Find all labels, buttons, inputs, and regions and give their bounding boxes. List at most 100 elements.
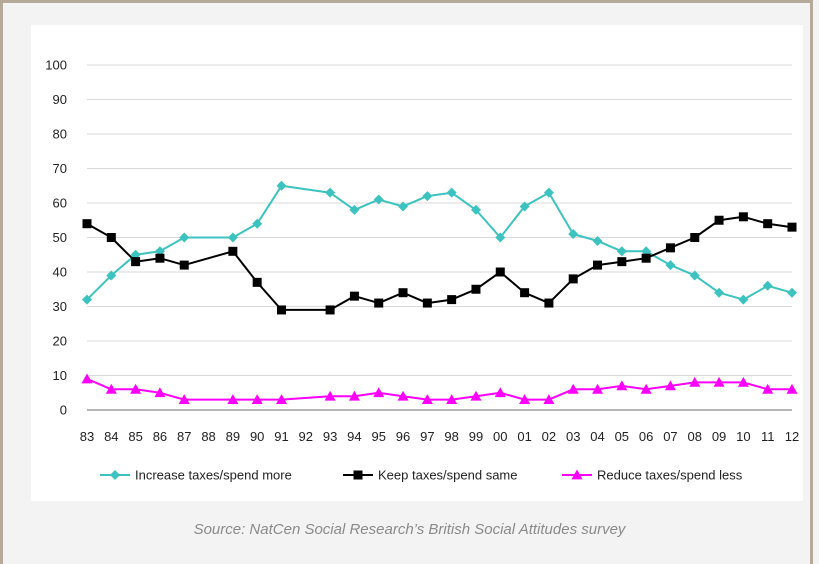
data-point: [762, 280, 773, 291]
data-point: [82, 294, 92, 305]
data-point: [251, 394, 263, 405]
x-tick-label: 04: [590, 429, 604, 444]
data-point: [178, 394, 190, 405]
data-point: [519, 201, 530, 212]
x-tick-label: 84: [104, 429, 118, 444]
data-point: [397, 390, 409, 401]
x-tick-label: 05: [615, 429, 629, 444]
data-point: [665, 260, 676, 271]
data-point: [544, 298, 554, 308]
series-2: [82, 212, 797, 315]
x-axis-ticks: 83 84 85 86 87 88 89 90 91 92 93 94 95 96 97 98 99 00 01 02…: [80, 429, 799, 444]
data-point: [690, 233, 700, 242]
data-point: [106, 270, 117, 281]
y-tick-label: 40: [53, 265, 67, 280]
data-point: [568, 229, 579, 240]
series-layer: [81, 180, 798, 405]
data-point: [665, 243, 675, 253]
data-point: [374, 298, 384, 308]
legend-item-1: Increase taxes/spend more: [100, 468, 292, 483]
data-point: [543, 187, 554, 198]
legend-marker: [571, 469, 583, 480]
legend-item-2: Keep taxes/spend same: [343, 468, 517, 483]
data-point: [82, 219, 92, 229]
x-tick-label: 96: [396, 429, 410, 444]
x-tick-label: 02: [542, 429, 556, 444]
x-tick-label: 92: [299, 429, 313, 444]
data-point: [447, 295, 457, 305]
x-tick-label: 12: [785, 429, 799, 444]
data-point: [179, 232, 190, 243]
x-tick-label: 06: [639, 429, 653, 444]
data-point: [421, 394, 433, 405]
data-point: [786, 383, 798, 394]
x-tick-label: 07: [663, 429, 677, 444]
data-point: [689, 376, 701, 387]
y-axis-ticks: 0 10 20 30 40 50 60 70 80 90 100: [45, 58, 67, 418]
data-point: [325, 187, 336, 198]
source-caption: Source: NatCen Social Research’s British…: [193, 521, 626, 538]
x-tick-label: 88: [201, 429, 215, 444]
data-point: [714, 287, 725, 298]
data-point: [227, 232, 238, 243]
legend-marker: [110, 470, 120, 480]
x-tick-label: 98: [444, 429, 458, 444]
x-tick-label: 89: [226, 429, 240, 444]
series-line: [86, 377, 792, 401]
x-tick-label: 93: [323, 429, 337, 444]
data-point: [373, 387, 385, 398]
x-tick-label: 97: [420, 429, 434, 444]
data-point: [227, 394, 239, 405]
data-point: [520, 288, 530, 298]
data-point: [349, 204, 360, 215]
legend-item-3: Reduce taxes/spend less: [562, 468, 743, 483]
data-point: [592, 235, 603, 246]
data-point: [422, 298, 432, 308]
series-1: [82, 180, 797, 305]
data-point: [495, 232, 506, 243]
y-tick-label: 30: [53, 299, 67, 314]
x-tick-label: 90: [250, 429, 264, 444]
data-point: [373, 194, 384, 205]
x-tick-label: 08: [688, 429, 702, 444]
y-tick-label: 80: [53, 127, 67, 142]
data-point: [664, 380, 676, 391]
y-tick-label: 10: [53, 368, 67, 383]
data-point: [252, 277, 262, 287]
data-point: [495, 267, 505, 277]
legend-label: Increase taxes/spend more: [135, 468, 292, 483]
x-tick-label: 11: [761, 429, 775, 444]
y-tick-label: 70: [53, 161, 67, 176]
data-point: [471, 284, 481, 294]
data-point: [106, 233, 116, 242]
data-point: [398, 288, 408, 298]
data-point: [543, 394, 555, 405]
data-point: [348, 390, 360, 401]
data-point: [567, 383, 579, 394]
data-point: [155, 253, 165, 263]
x-tick-label: 91: [274, 429, 288, 444]
data-point: [568, 274, 578, 284]
data-point: [179, 260, 189, 270]
data-point: [325, 305, 335, 315]
x-tick-label: 87: [177, 429, 191, 444]
legend: Increase taxes/spend more Keep taxes/spen…: [100, 468, 743, 483]
data-point: [324, 390, 336, 401]
data-point: [446, 187, 457, 198]
y-tick-label: 50: [53, 230, 67, 245]
x-tick-label: 01: [517, 429, 531, 444]
series-line: [86, 184, 793, 301]
x-tick-label: 00: [493, 429, 507, 444]
data-point: [130, 383, 142, 394]
data-point: [616, 380, 628, 391]
data-point: [446, 394, 458, 405]
y-tick-label: 0: [60, 403, 67, 418]
data-point: [228, 246, 238, 256]
data-point: [689, 270, 700, 281]
series-line: [86, 215, 793, 311]
data-point: [349, 291, 359, 301]
y-tick-label: 100: [45, 58, 67, 73]
data-point: [252, 218, 263, 229]
data-point: [763, 219, 773, 229]
